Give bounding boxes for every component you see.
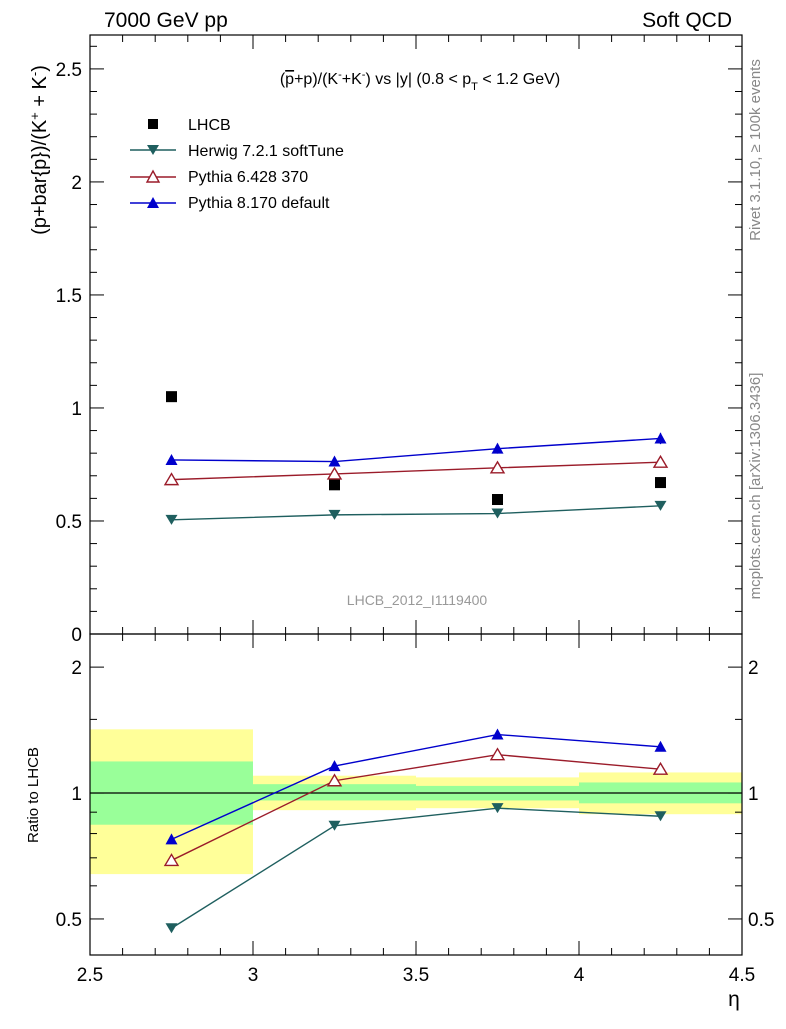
ratio-point-herwig [328, 820, 341, 831]
ratio-y-tick-label-right: 1 [748, 784, 759, 805]
main-point-data [166, 391, 177, 403]
main-line-herwig [171, 505, 661, 521]
ratio-point-pythia8 [328, 760, 341, 772]
mcplots-label: mcplots.cern.ch [arXiv:1306.3436] [747, 373, 764, 600]
ratio-line-herwig [171, 807, 661, 929]
legend-label-herwig: Herwig 7.2.1 softTune [188, 143, 344, 160]
ratio-y-tick-label-left: 1 [71, 784, 82, 805]
main-point-pythia8 [654, 432, 667, 444]
main-y-tick-label: 2.5 [56, 60, 82, 81]
legend-label-pythia6: Pythia 6.428 370 [188, 169, 308, 186]
main-point-data [655, 477, 666, 489]
legend: LHCB Herwig 7.2.1 softTune Pythia 6.428 … [130, 117, 344, 212]
ratio-point-herwig [491, 803, 504, 814]
main-y-axis-label: (p+bar{p})/(K+ + K-) [27, 65, 52, 235]
ratio-line-pythia6 [171, 753, 661, 862]
ratio-point-pythia8 [654, 740, 667, 752]
ratio-point-pythia6 [163, 853, 180, 867]
ratio-point-herwig [654, 811, 667, 822]
ratio-y-axis-label: Ratio to LHCB [25, 747, 42, 843]
main-point-data [329, 479, 340, 491]
legend-label-data: LHCB [188, 117, 231, 134]
x-tick-label: 2.5 [77, 965, 103, 986]
analysis-watermark: LHCB_2012_I1119400 [347, 592, 488, 608]
legend-marker-herwig [147, 145, 159, 155]
main-point-data [492, 494, 503, 506]
ratio-point-herwig [165, 923, 178, 934]
legend-marker-data [148, 119, 158, 129]
main-line-pythia6 [171, 461, 661, 481]
ratio-line-pythia8 [171, 733, 661, 840]
ratio-y-tick-label-right: 0.5 [748, 910, 774, 931]
main-y-tick-label: 0.5 [56, 512, 82, 533]
ratio-point-pythia6 [652, 761, 669, 775]
main-point-herwig [165, 514, 178, 525]
axes: 0.5 1 1.5 2 2.5 0 2.5 3 3.5 4 4.5 0.5 0.5 1 1 2 2 [56, 34, 774, 986]
ratio-point-pythia8 [491, 728, 504, 740]
main-point-herwig [491, 508, 504, 519]
main-point-pythia6 [489, 460, 506, 474]
pbar-glyph: p [285, 71, 294, 88]
series-layer [163, 391, 669, 934]
legend-label-pythia8: Pythia 8.170 default [188, 195, 330, 212]
main-point-pythia6 [163, 472, 180, 486]
main-point-herwig [654, 500, 667, 511]
main-point-pythia8 [491, 442, 504, 454]
main-point-pythia8 [328, 455, 341, 467]
main-line-pythia8 [171, 437, 661, 463]
x-tick-label: 3 [248, 965, 259, 986]
x-tick-label: 3.5 [403, 965, 429, 986]
main-y-tick-label: 0 [71, 625, 82, 646]
main-point-herwig [328, 509, 341, 520]
ratio-y-tick-label-right: 2 [748, 658, 759, 679]
ratio-point-pythia6 [326, 773, 343, 787]
rivet-label: Rivet 3.1.10, ≥ 100k events [747, 59, 764, 241]
legend-marker-pythia8 [147, 197, 159, 208]
main-y-tick-label: 1.5 [56, 286, 82, 307]
main-point-pythia8 [165, 453, 178, 465]
band-inner-1 [253, 784, 416, 801]
x-axis-label: η [728, 988, 740, 1011]
main-y-tick-label: 2 [71, 173, 82, 194]
x-tick-label: 4.5 [729, 965, 755, 986]
header-left: 7000 GeV pp [104, 9, 228, 32]
main-title: (p+p)/(K-+K-) vs |y| (0.8 < pT < 1.2 GeV… [280, 69, 560, 93]
ratio-y-tick-label-left: 0.5 [56, 910, 82, 931]
legend-marker-pythia6 [145, 169, 161, 183]
main-point-pythia6 [652, 454, 669, 468]
x-tick-label: 4 [574, 965, 585, 986]
ratio-y-tick-label-left: 2 [71, 658, 82, 679]
main-point-pythia6 [326, 466, 343, 480]
main-y-tick-label: 1 [71, 399, 82, 420]
ratio-point-pythia6 [489, 747, 506, 761]
ratio-point-pythia8 [165, 833, 178, 845]
header-right: Soft QCD [642, 9, 732, 32]
